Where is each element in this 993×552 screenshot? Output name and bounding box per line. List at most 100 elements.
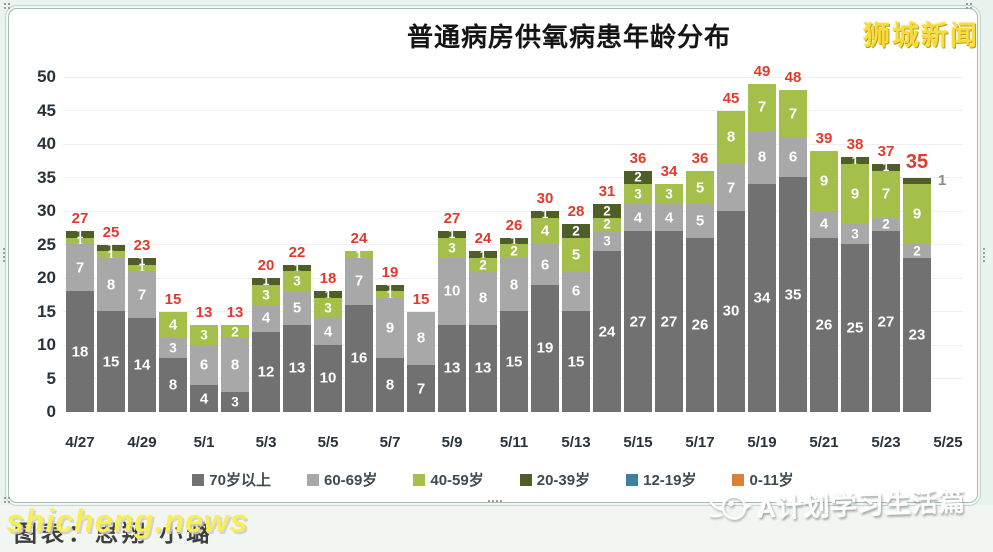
bar-segment-40-59岁[interactable]: 8: [717, 110, 745, 165]
bar-5/20[interactable]: 7 6 35: [779, 90, 807, 412]
bar-segment-20-39岁[interactable]: 1: [438, 228, 466, 240]
bar-5/16[interactable]: 3 4 27: [655, 184, 683, 412]
bar-5/6[interactable]: 1 7 16: [345, 249, 373, 412]
bar-segment-70岁以上[interactable]: 25: [841, 244, 869, 412]
bar-segment-60-69岁[interactable]: 3: [159, 338, 187, 359]
bar-5/2[interactable]: 2 8 3: [221, 325, 249, 412]
bar-segment-40-59岁[interactable]: 1: [128, 262, 156, 274]
bar-segment-40-59岁[interactable]: 5: [686, 170, 714, 205]
bar-segment-40-59岁[interactable]: 3: [283, 271, 311, 292]
bar-segment-70岁以上[interactable]: 27: [624, 231, 652, 412]
bar-segment-20-39岁[interactable]: [903, 177, 931, 185]
bar-5/19[interactable]: 7 8 34: [748, 83, 776, 412]
bar-segment-60-69岁[interactable]: 7: [66, 244, 94, 292]
bar-segment-40-59岁[interactable]: 9: [810, 150, 838, 211]
bar-segment-20-39岁[interactable]: 1: [128, 255, 156, 267]
bar-segment-20-39岁[interactable]: 1: [252, 275, 280, 287]
bar-5/24[interactable]: 9 2 23: [903, 177, 931, 413]
bar-segment-70岁以上[interactable]: 18: [66, 291, 94, 412]
legend-item-60-69岁[interactable]: 60-69岁: [306, 469, 377, 490]
bar-segment-60-69岁[interactable]: 10: [438, 257, 466, 325]
bar-segment-60-69岁[interactable]: 6: [531, 244, 559, 285]
legend-item-20-39岁[interactable]: 20-39岁: [519, 469, 590, 490]
bar-5/12[interactable]: 1 4 6 19: [531, 208, 559, 412]
bar-5/13[interactable]: 2 5 6 15: [562, 224, 590, 412]
bar-segment-40-59岁[interactable]: 4: [159, 311, 187, 339]
bar-segment-40-59岁[interactable]: 3: [314, 298, 342, 319]
bar-segment-20-39岁[interactable]: 1: [500, 235, 528, 247]
bar-5/4[interactable]: 1 3 5 13: [283, 262, 311, 412]
bar-segment-70岁以上[interactable]: 23: [903, 257, 931, 412]
bar-segment-40-59岁[interactable]: 1: [376, 289, 404, 301]
bar-segment-20-39岁[interactable]: 1: [872, 161, 900, 173]
bar-segment-60-69岁[interactable]: 2: [872, 218, 900, 232]
bar-segment-20-39岁[interactable]: 1: [469, 249, 497, 261]
bar-segment-40-59岁[interactable]: 9: [841, 164, 869, 225]
bar-segment-60-69岁[interactable]: 6: [562, 271, 590, 312]
bar-segment-40-59岁[interactable]: 1: [66, 235, 94, 247]
legend-item-40-59岁[interactable]: 40-59岁: [413, 469, 484, 490]
bar-segment-60-69岁[interactable]: 8: [500, 257, 528, 312]
bar-segment-70岁以上[interactable]: 26: [810, 237, 838, 412]
bar-segment-60-69岁[interactable]: 3: [841, 224, 869, 245]
bar-segment-70岁以上[interactable]: 3: [221, 391, 249, 412]
bar-segment-40-59岁[interactable]: 2: [500, 244, 528, 258]
bar-segment-70岁以上[interactable]: 15: [562, 311, 590, 412]
bar-segment-70岁以上[interactable]: 13: [283, 324, 311, 412]
bar-segment-70岁以上[interactable]: 15: [500, 311, 528, 412]
bar-segment-40-59岁[interactable]: 1: [97, 249, 125, 261]
bar-5/9[interactable]: 1 3 10 13: [438, 228, 466, 412]
bar-segment-70岁以上[interactable]: 26: [686, 237, 714, 412]
bar-segment-70岁以上[interactable]: 12: [252, 331, 280, 412]
chart-object[interactable]: 普通病房供氧病患年龄分布 0 5 10 15 20 25 30 35 40 45 50 1 1 7 18 27…: [8, 8, 978, 503]
bar-segment-60-69岁[interactable]: 4: [624, 204, 652, 232]
bar-segment-20-39岁[interactable]: 1: [66, 228, 94, 240]
bar-segment-70岁以上[interactable]: 10: [314, 344, 342, 412]
legend-item-70岁以上[interactable]: 70岁以上: [192, 469, 271, 490]
bar-segment-60-69岁[interactable]: 7: [128, 271, 156, 319]
bar-segment-70岁以上[interactable]: 24: [593, 251, 621, 412]
bar-segment-60-69岁[interactable]: 3: [593, 231, 621, 252]
bar-segment-40-59岁[interactable]: 3: [655, 184, 683, 205]
bar-segment-40-59岁[interactable]: 3: [190, 324, 218, 345]
bar-segment-70岁以上[interactable]: 30: [717, 210, 745, 412]
bar-segment-60-69岁[interactable]: 7: [717, 164, 745, 211]
bar-segment-40-59岁[interactable]: 5: [562, 237, 590, 272]
bar-segment-60-69岁[interactable]: 5: [283, 291, 311, 325]
bar-segment-60-69岁[interactable]: 6: [779, 137, 807, 178]
bar-segment-40-59岁[interactable]: 9: [903, 184, 931, 245]
bar-segment-60-69岁[interactable]: 4: [655, 204, 683, 232]
bar-5/21[interactable]: 9 4 26: [810, 150, 838, 412]
bar-segment-60-69岁[interactable]: 9: [376, 298, 404, 359]
bar-segment-20-39岁[interactable]: 2: [593, 204, 621, 218]
bar-segment-60-69岁[interactable]: 8: [221, 338, 249, 392]
bar-segment-70岁以上[interactable]: 15: [97, 311, 125, 412]
bar-5/18[interactable]: 8 7 30: [717, 110, 745, 413]
bar-segment-40-59岁[interactable]: 7: [779, 90, 807, 138]
bar-segment-40-59岁[interactable]: 3: [252, 284, 280, 305]
bar-segment-60-69岁[interactable]: 5: [686, 204, 714, 238]
bar-segment-40-59岁[interactable]: 2: [221, 325, 249, 339]
bar-4/28[interactable]: 1 1 8 15: [97, 242, 125, 413]
bar-segment-60-69岁[interactable]: 4: [810, 210, 838, 238]
bar-5/5[interactable]: 1 3 4 10: [314, 289, 342, 412]
bar-segment-20-39岁[interactable]: 1: [841, 155, 869, 167]
bar-segment-60-69岁[interactable]: 8: [407, 311, 435, 366]
bar-segment-40-59岁[interactable]: 3: [438, 237, 466, 258]
bar-segment-40-59岁[interactable]: 1: [345, 249, 373, 261]
bar-segment-70岁以上[interactable]: 34: [748, 184, 776, 412]
bar-5/1[interactable]: 3 6 4: [190, 324, 218, 412]
bar-segment-70岁以上[interactable]: 8: [376, 358, 404, 412]
bar-5/14[interactable]: 2 2 3 24: [593, 204, 621, 412]
bar-segment-40-59岁[interactable]: 2: [593, 218, 621, 232]
bar-5/10[interactable]: 1 2 8 13: [469, 249, 497, 412]
bar-segment-60-69岁[interactable]: 8: [97, 257, 125, 312]
bar-segment-60-69岁[interactable]: 7: [345, 257, 373, 305]
bar-segment-20-39岁[interactable]: 1: [97, 242, 125, 254]
bar-segment-60-69岁[interactable]: 4: [314, 318, 342, 345]
bar-segment-70岁以上[interactable]: 13: [438, 324, 466, 412]
bar-4/30[interactable]: 4 3 8: [159, 311, 187, 413]
bar-segment-20-39岁[interactable]: 1: [531, 208, 559, 220]
bar-segment-70岁以上[interactable]: 4: [190, 385, 218, 412]
bar-segment-60-69岁[interactable]: 8: [748, 130, 776, 185]
